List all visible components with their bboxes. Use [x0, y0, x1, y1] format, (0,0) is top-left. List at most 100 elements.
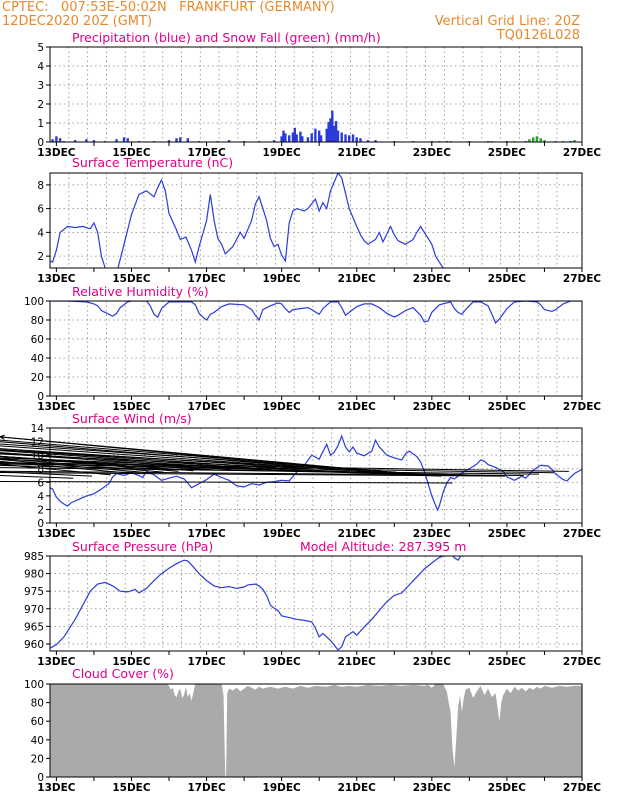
x-tick-label: 15DEC	[112, 401, 151, 413]
snow-bar	[528, 139, 531, 142]
y-tick-label: 80	[31, 315, 44, 327]
x-tick-label: 13DEC	[37, 147, 76, 159]
x-tick-label: 23DEC	[413, 401, 452, 413]
precip-bar	[175, 138, 178, 142]
precip-bar	[85, 139, 88, 142]
x-tick-label: 27DEC	[563, 401, 602, 413]
y-tick-label: 4	[37, 491, 44, 503]
x-tick-label: 13DEC	[37, 656, 76, 668]
y-tick-label: 3	[37, 80, 44, 92]
y-tick-label: 1	[37, 118, 44, 130]
x-tick-label: 25DEC	[488, 401, 527, 413]
precip-bar	[355, 137, 358, 143]
header-grid-line: Vertical Grid Line: 20Z	[434, 14, 580, 29]
precip-bar	[348, 135, 351, 142]
panel-frame	[49, 300, 583, 397]
x-tick-label: 27DEC	[563, 528, 602, 540]
x-tick-label: 17DEC	[187, 656, 226, 668]
wind-arrow	[0, 449, 397, 473]
wind-arrow	[0, 462, 487, 476]
x-tick-label: 13DEC	[37, 401, 76, 413]
y-tick-label: 100	[24, 296, 44, 308]
y-tick-label: 20	[31, 372, 44, 384]
precip-bar	[115, 139, 118, 142]
wind-arrow	[0, 460, 134, 474]
wind-arrow	[0, 453, 412, 474]
panel-title: Cloud Cover (%)	[72, 666, 174, 681]
precip-bar	[227, 140, 231, 142]
y-tick-label: 6	[37, 204, 44, 216]
precip-bar	[51, 139, 54, 142]
precip-bar	[126, 138, 129, 142]
x-tick-label: 27DEC	[563, 147, 602, 159]
x-tick-label: 15DEC	[112, 528, 151, 540]
precip-bar	[301, 136, 304, 142]
wind-arrow	[0, 463, 554, 474]
precip-bar	[374, 140, 377, 142]
y-tick-label: 80	[31, 698, 44, 710]
wind-arrow	[0, 461, 569, 472]
panel-frame	[49, 172, 583, 269]
precip-bar	[325, 128, 328, 142]
precip-bar	[351, 134, 355, 142]
snow-bar	[535, 136, 539, 142]
precip-bar	[334, 121, 338, 142]
y-tick-label: 970	[24, 604, 44, 616]
x-tick-label: 19DEC	[263, 273, 302, 285]
x-tick-label: 15DEC	[112, 147, 151, 159]
x-tick-label: 21DEC	[338, 656, 377, 668]
panel-title: Surface Wind (m/s)	[72, 411, 192, 426]
x-tick-label: 15DEC	[112, 273, 151, 285]
series-line	[50, 301, 582, 324]
y-tick-label: 0	[37, 391, 44, 403]
y-tick-label: 14	[31, 423, 45, 435]
panel-frame	[49, 46, 583, 143]
precip-bar	[314, 128, 317, 142]
y-tick-label: 960	[24, 639, 44, 651]
wind-arrow	[0, 471, 93, 477]
precip-bar	[280, 136, 283, 142]
y-tick-label: 4	[37, 61, 44, 73]
y-tick-label: 100	[24, 679, 44, 691]
x-tick-label: 23DEC	[413, 656, 452, 668]
y-tick-label: 10	[31, 450, 44, 462]
panel-frame	[49, 427, 583, 524]
precip-bar	[336, 130, 340, 142]
snow-bar	[573, 140, 576, 142]
precip-bar	[288, 135, 291, 142]
precip-bar	[319, 135, 323, 142]
precip-bar	[340, 132, 343, 142]
x-tick-label: 27DEC	[563, 656, 602, 668]
precip-bar	[318, 130, 321, 142]
x-tick-label: 19DEC	[263, 656, 302, 668]
precip-bar	[179, 137, 182, 143]
precip-bar	[167, 140, 171, 142]
precip-bar	[293, 127, 296, 143]
header-run-date: 12DEC2020 20Z (GMT)	[2, 14, 153, 29]
snow-bar	[539, 138, 542, 142]
x-tick-label: 17DEC	[187, 782, 226, 794]
y-tick-label: 6	[37, 477, 44, 489]
y-tick-label: 8	[37, 464, 44, 476]
y-tick-label: 2	[37, 504, 44, 516]
precip-bar	[282, 130, 285, 142]
precip-bar	[92, 140, 96, 142]
precip-bar	[299, 131, 302, 142]
x-tick-label: 19DEC	[263, 782, 302, 794]
precip-bar	[272, 140, 276, 142]
panel-title: Surface Pressure (hPa)	[72, 539, 213, 554]
y-tick-label: 2	[37, 99, 44, 111]
x-tick-label: 21DEC	[338, 782, 377, 794]
precip-bar	[186, 138, 189, 142]
precip-bar	[295, 134, 298, 142]
x-tick-label: 25DEC	[488, 656, 527, 668]
series-line	[50, 556, 462, 651]
x-tick-label: 25DEC	[488, 528, 527, 540]
y-tick-label: 40	[31, 353, 44, 365]
x-tick-label: 27DEC	[563, 782, 602, 794]
x-tick-label: 21DEC	[338, 147, 377, 159]
snow-bar	[543, 140, 546, 142]
x-tick-label: 23DEC	[413, 147, 452, 159]
precip-bar	[306, 137, 310, 143]
